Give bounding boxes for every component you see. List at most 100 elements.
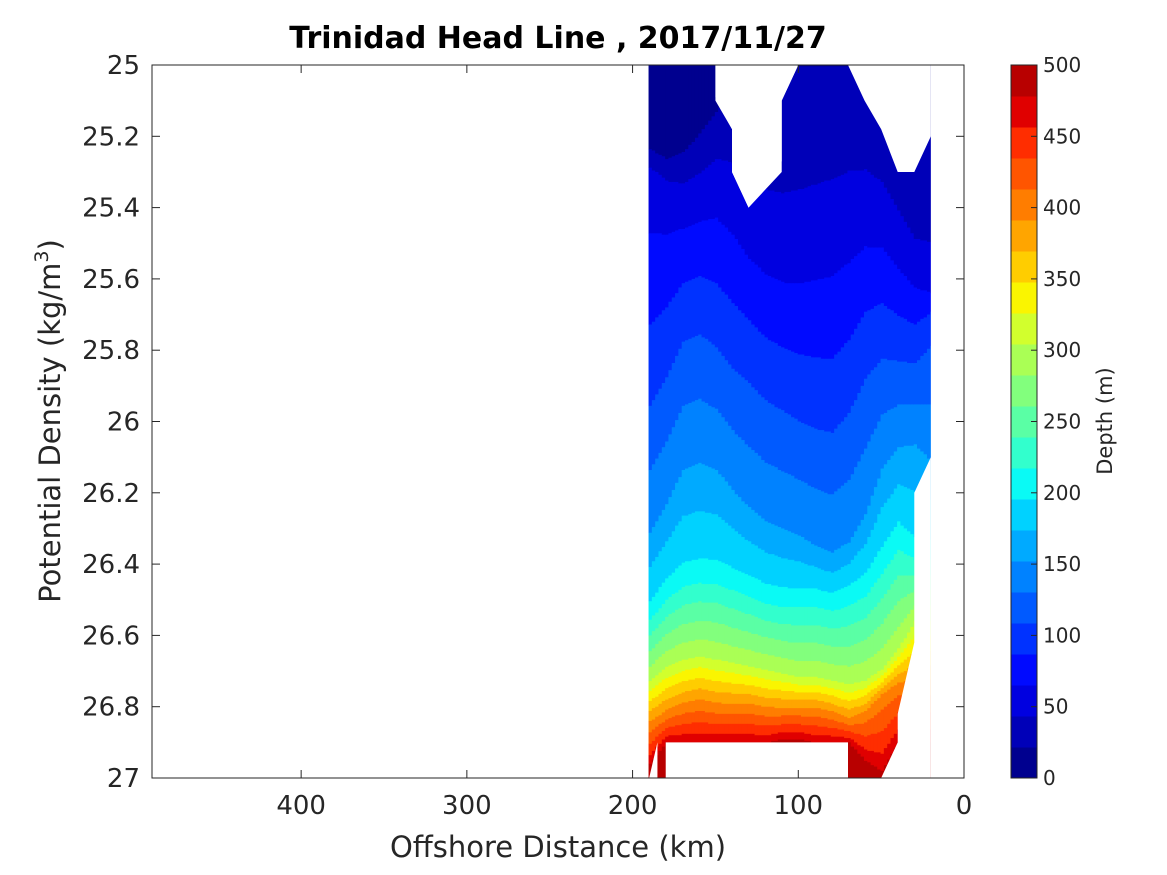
contour-band <box>747 258 753 321</box>
contour-band <box>854 706 859 716</box>
contour-band <box>840 66 846 176</box>
contour-band <box>728 662 733 673</box>
contour-band <box>767 276 773 341</box>
contour-band <box>698 656 703 668</box>
contour-band <box>754 184 760 266</box>
contour-band <box>724 723 730 735</box>
contour-band <box>804 65 809 67</box>
contour-band <box>668 708 673 719</box>
contour-band <box>867 750 872 763</box>
contour-band <box>814 708 819 718</box>
contour-band <box>747 713 753 725</box>
contour-band <box>873 715 879 735</box>
contour-band <box>880 414 886 469</box>
contour-band <box>655 556 660 594</box>
contour-band <box>681 515 687 564</box>
contour-band <box>917 288 922 323</box>
contour-band <box>661 700 667 713</box>
contour-band <box>883 618 889 645</box>
contour-band <box>897 648 902 658</box>
contour-band <box>820 643 826 663</box>
contour-band <box>744 675 750 686</box>
contour-band <box>721 713 726 725</box>
contour-band <box>685 515 690 562</box>
contour-band <box>817 726 823 736</box>
contour-band <box>890 672 895 681</box>
contour-band <box>718 671 723 682</box>
contour-band <box>704 65 710 126</box>
contour-band <box>807 565 813 589</box>
contour-band <box>688 700 693 713</box>
contour-band <box>837 689 842 699</box>
contour-band <box>814 625 819 643</box>
contour-band <box>675 628 680 646</box>
contour-band <box>704 558 710 585</box>
contour-band <box>903 276 909 320</box>
contour-band <box>704 402 710 467</box>
contour-band <box>893 579 899 606</box>
contour-band <box>827 710 833 720</box>
contour-band <box>747 666 753 676</box>
contour-band <box>820 735 826 743</box>
contour-band <box>771 524 776 555</box>
contour-band <box>757 715 763 726</box>
contour-band <box>900 598 905 623</box>
contour-band <box>903 221 909 277</box>
contour-band <box>655 643 660 661</box>
contour-band <box>887 723 892 745</box>
contour-band <box>791 66 796 191</box>
contour-band <box>880 730 886 755</box>
contour-band <box>708 669 713 681</box>
contour-band <box>840 646 846 666</box>
contour-band <box>827 628 833 646</box>
colorbar-swatch <box>1011 623 1037 655</box>
contour-band <box>698 173 703 223</box>
contour-band <box>731 608 736 629</box>
contour-band <box>810 427 816 488</box>
contour-band <box>681 605 687 625</box>
contour-band <box>890 360 895 410</box>
contour-band <box>830 695 836 705</box>
contour-band <box>814 692 819 700</box>
contour-band <box>731 628 736 648</box>
y-axis-label-superscript: 3 <box>31 250 53 262</box>
contour-band <box>777 586 783 608</box>
contour-band <box>774 689 779 699</box>
x-axis-label: Offshore Distance (km) <box>390 830 726 864</box>
contour-band <box>714 408 720 471</box>
contour-band <box>648 405 654 471</box>
contour-band <box>787 588 793 608</box>
contour-band <box>751 633 756 652</box>
contour-band <box>754 686 760 696</box>
contour-band <box>863 703 869 712</box>
contour-band <box>801 537 806 564</box>
contour-band <box>883 107 889 189</box>
contour-band <box>820 569 826 592</box>
no-data-region <box>715 65 799 208</box>
contour-band <box>820 709 826 719</box>
contour-band <box>801 562 806 589</box>
contour-band <box>757 635 763 653</box>
contour-band <box>781 347 786 411</box>
contour-band <box>777 639 783 658</box>
contour-band <box>771 638 776 656</box>
contour-band <box>897 361 902 405</box>
contour-band <box>691 224 697 280</box>
contour-band <box>675 662 680 675</box>
contour-band <box>910 284 915 324</box>
contour-band <box>688 226 693 281</box>
contour-band <box>671 716 677 728</box>
contour-band <box>761 696 766 708</box>
contour-band <box>847 730 852 739</box>
contour-band <box>873 177 879 248</box>
contour-band <box>665 688 670 700</box>
contour-band <box>708 679 713 692</box>
contour-band <box>830 646 836 665</box>
contour-band <box>794 588 799 608</box>
contour-band <box>681 642 687 661</box>
contour-band <box>801 676 806 686</box>
contour-band <box>698 678 703 689</box>
contour-band <box>807 588 813 608</box>
contour-band <box>685 623 690 643</box>
contour-band <box>890 679 895 688</box>
